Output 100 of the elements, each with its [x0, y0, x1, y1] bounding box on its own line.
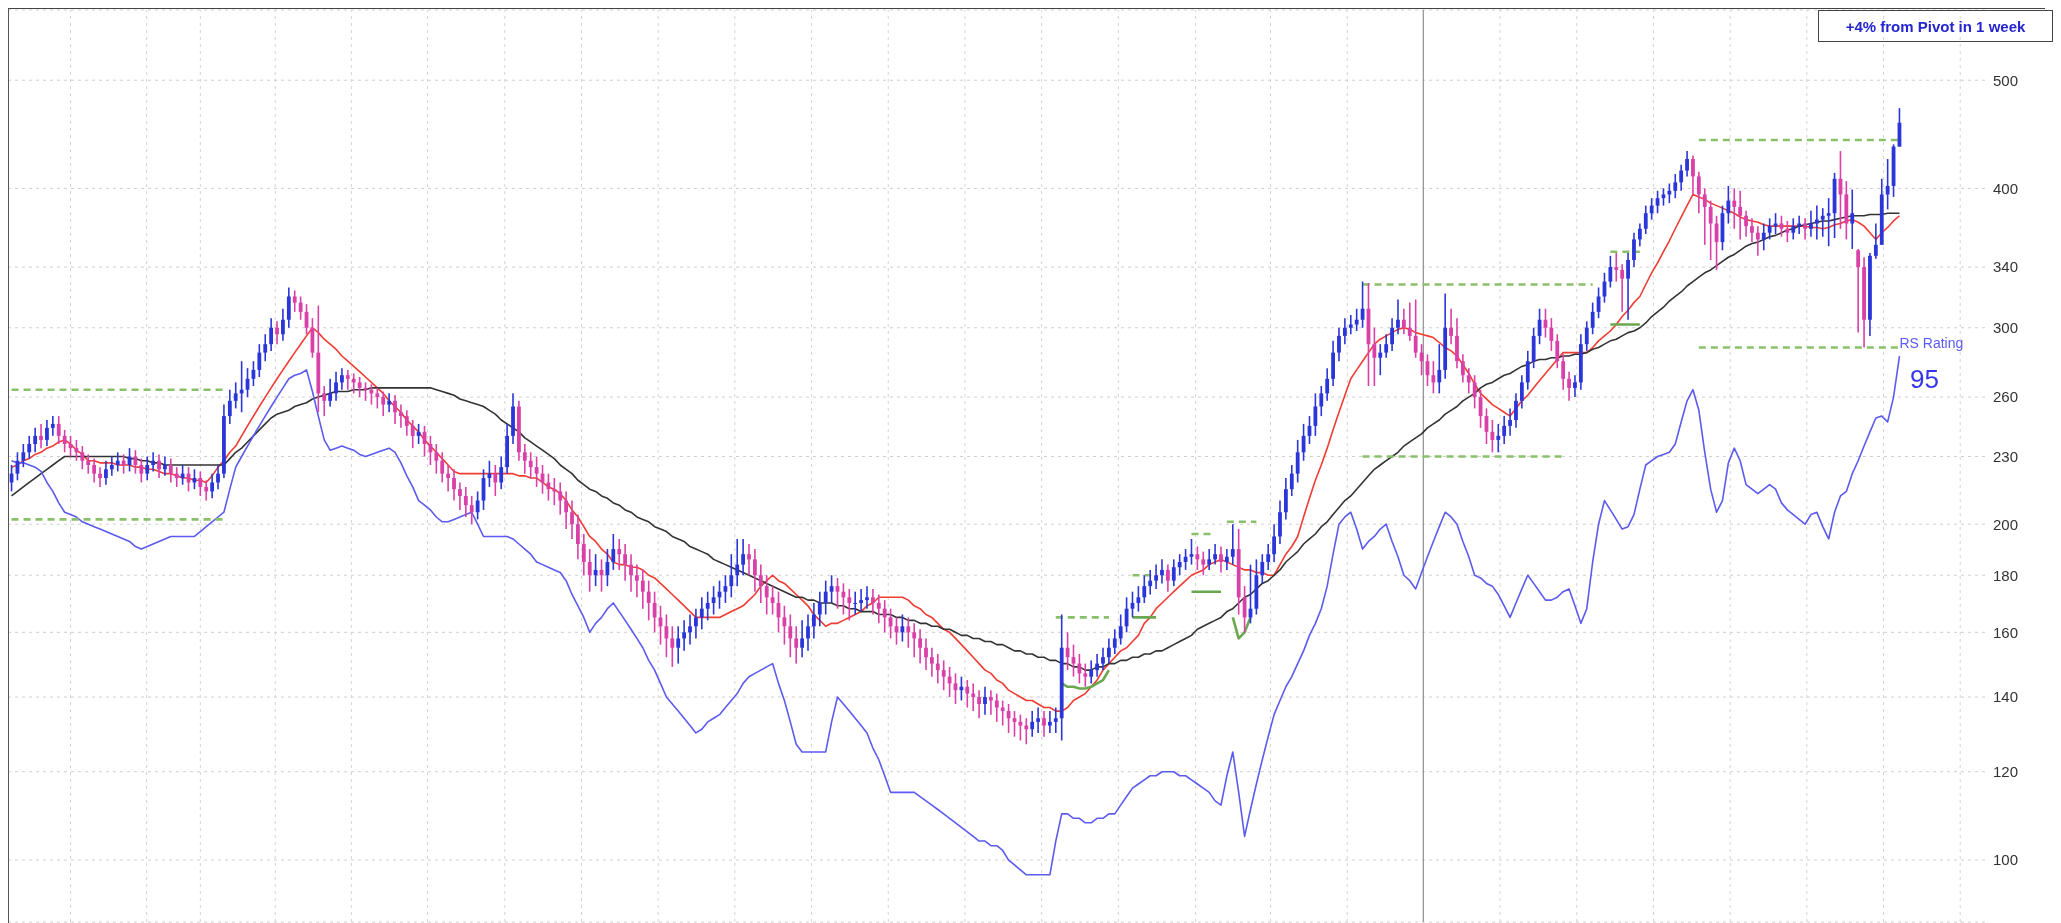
candlestick [1820, 207, 1825, 238]
candlestick [1401, 307, 1406, 336]
candlestick [1272, 523, 1276, 563]
candlestick [1342, 317, 1347, 345]
candlestick [564, 490, 569, 530]
candlestick [994, 692, 999, 723]
candlestick [989, 689, 993, 716]
candlestick [646, 579, 651, 622]
candlestick [92, 457, 97, 484]
candlestick [1767, 217, 1772, 241]
candlestick [522, 443, 527, 475]
candlestick [1289, 464, 1294, 497]
candlestick [794, 625, 799, 665]
candlestick [1738, 189, 1743, 241]
y-tick-label: 500 [1993, 71, 2019, 89]
candlestick [930, 646, 934, 678]
candlestick [882, 599, 887, 634]
candlestick [1525, 350, 1530, 391]
candlestick [1755, 225, 1760, 257]
text: 95 [1910, 364, 1939, 395]
candlestick [1154, 563, 1158, 590]
candlestick [174, 466, 179, 488]
candlestick [50, 415, 55, 437]
candlestick [1165, 563, 1170, 593]
candlestick [1283, 477, 1288, 521]
candlestick [823, 579, 828, 616]
candlestick [1803, 217, 1807, 241]
candlestick [62, 429, 67, 454]
candlestick [1885, 158, 1890, 211]
candlestick [1295, 439, 1300, 484]
candlestick [1567, 370, 1571, 402]
candlestick [735, 538, 740, 587]
candlestick [1791, 217, 1796, 241]
candlestick [393, 394, 397, 425]
candlestick [1460, 353, 1465, 384]
candlestick [853, 590, 858, 616]
candlestick [1036, 706, 1040, 734]
candlestick [764, 574, 769, 616]
candlestick [275, 320, 279, 345]
candlestick [1230, 523, 1235, 566]
candlestick [1620, 263, 1625, 313]
candlestick [747, 543, 751, 577]
y-tick-label: 120 [1993, 763, 2019, 781]
candlestick [463, 486, 468, 518]
candlestick [168, 457, 173, 484]
candlestick [1313, 392, 1318, 437]
candlestick [959, 675, 964, 702]
candlestick [1850, 188, 1855, 250]
candlestick [45, 419, 49, 447]
candlestick [652, 590, 657, 634]
candlestick [741, 538, 746, 577]
candlestick [281, 307, 285, 342]
candlestick [640, 569, 645, 610]
candlestick [1519, 374, 1524, 410]
candlestick [292, 289, 297, 313]
candlestick [1856, 248, 1861, 334]
candlestick [115, 451, 120, 473]
candlestick [971, 682, 976, 712]
candlestick [1047, 710, 1052, 734]
candlestick [676, 625, 681, 665]
candlestick [871, 588, 875, 616]
candlestick [1702, 187, 1707, 246]
candlestick [812, 602, 816, 640]
y-tick-label: 300 [1993, 319, 2019, 337]
candlestick [1809, 209, 1813, 238]
candlestick [906, 616, 911, 649]
candlestick [1000, 699, 1005, 727]
candlestick [629, 553, 633, 593]
candlestick [1561, 353, 1566, 391]
candlestick [387, 392, 392, 414]
candlestick [1614, 252, 1619, 283]
candlestick [1319, 385, 1324, 417]
candlestick [1112, 628, 1117, 655]
candlestick [1390, 317, 1394, 352]
candlestick [1260, 553, 1265, 585]
candlestick [611, 533, 616, 571]
candlestick [1508, 407, 1512, 437]
candlestick [204, 479, 209, 502]
candlestick [729, 553, 734, 599]
y-tick-label: 160 [1993, 623, 2019, 641]
candlestick [1685, 150, 1689, 178]
candlestick [1549, 317, 1554, 352]
candlestick [635, 563, 639, 599]
candlestick [180, 464, 185, 486]
candlestick [900, 613, 905, 643]
candlestick [434, 443, 439, 475]
candlestick [983, 685, 987, 716]
candlestick [758, 563, 763, 604]
candlestick [1826, 197, 1831, 247]
candlestick [416, 423, 421, 445]
candlestick [1514, 392, 1518, 429]
candlestick [1018, 713, 1023, 742]
candlestick [705, 590, 710, 622]
candlestick [139, 457, 144, 484]
candlestick [1266, 543, 1271, 571]
candlestick [475, 490, 480, 521]
candlestick [918, 628, 922, 665]
candlestick [670, 625, 675, 668]
candlestick [198, 470, 203, 497]
candlestick [1083, 662, 1088, 688]
